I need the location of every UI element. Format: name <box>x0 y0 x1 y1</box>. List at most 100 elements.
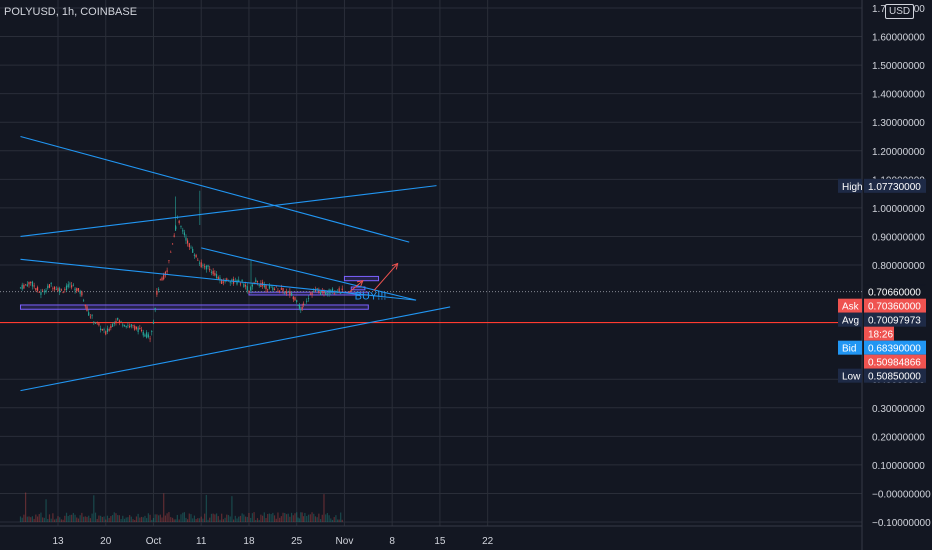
candle-body <box>296 300 298 303</box>
price-label-bg <box>864 312 926 327</box>
time-tick-label: 25 <box>291 536 303 547</box>
volume-bar <box>246 516 248 522</box>
arrow-head <box>356 280 364 287</box>
candle-body <box>146 332 148 338</box>
candle-body <box>81 291 83 296</box>
candle-body <box>151 331 153 333</box>
symbol-title: POLYUSD, 1h, COINBASE <box>4 6 138 18</box>
volume-bar <box>180 514 182 522</box>
volume-bar <box>38 514 40 522</box>
volume-bar <box>25 492 27 522</box>
volume-bar <box>243 514 245 522</box>
candle-body <box>69 283 71 285</box>
candle-body <box>137 327 139 333</box>
price-label-tag: High <box>842 182 863 193</box>
candle-body <box>236 279 238 285</box>
candle-body <box>64 289 66 290</box>
price-tick-label: 0.30000000 <box>872 404 925 415</box>
range-zone <box>343 275 380 282</box>
volume-bar <box>236 518 238 522</box>
volume-bar <box>74 514 76 522</box>
volume-bar <box>35 514 37 522</box>
volume-bar <box>314 516 317 522</box>
price-label-tag-bg <box>838 368 862 383</box>
volume-bar <box>258 519 260 522</box>
candle-body <box>127 325 129 327</box>
currency-button[interactable]: USD <box>885 4 915 19</box>
volume-bar <box>229 516 231 522</box>
candle-body <box>279 290 281 292</box>
candle-body <box>243 283 245 287</box>
volume-bar <box>192 518 194 522</box>
volume-bar <box>30 517 32 522</box>
volume-bar <box>147 513 149 522</box>
candle-body <box>340 293 342 294</box>
candle-body <box>53 286 56 290</box>
candle-body <box>86 306 88 311</box>
candle-body <box>214 273 216 276</box>
candle-body <box>188 243 190 248</box>
volume-bar <box>321 514 323 522</box>
candle-body <box>284 292 286 294</box>
candle-body <box>115 321 117 323</box>
volume-bar <box>113 512 115 522</box>
candle-body <box>244 285 247 287</box>
candle-body <box>55 289 57 290</box>
volume-bar <box>130 516 132 522</box>
volume-bar <box>120 519 122 522</box>
volume-bar <box>341 519 343 522</box>
price-label-bg <box>864 340 926 355</box>
candle-body <box>277 290 279 292</box>
candle-body <box>130 324 132 327</box>
candle-body <box>33 285 35 287</box>
candle-body <box>323 291 325 294</box>
volume-bar <box>42 517 44 522</box>
candle-body <box>132 325 134 327</box>
candle-body <box>300 309 302 311</box>
candle-body <box>205 265 207 270</box>
candle-body <box>110 325 112 329</box>
price-label-tag: Low <box>842 372 861 383</box>
candle-body <box>88 312 90 316</box>
candle-body <box>290 293 293 296</box>
volume-bar <box>212 513 214 522</box>
volume-bar <box>146 518 148 522</box>
price-label-bg <box>864 298 926 313</box>
candle-body <box>163 273 165 280</box>
volume-bar <box>23 514 25 522</box>
volume-bar <box>149 514 151 522</box>
volume-bar <box>72 512 74 522</box>
candle-body <box>28 282 30 285</box>
volume-bar <box>166 513 168 522</box>
candle-body <box>103 329 105 331</box>
volume-bar <box>193 515 195 522</box>
candle-body <box>140 329 143 332</box>
arrow-head <box>391 262 399 270</box>
volume-bar <box>91 513 93 522</box>
candle-body <box>198 262 201 264</box>
candle-body <box>98 323 100 326</box>
volume-bar <box>279 517 281 522</box>
volume-bar <box>234 515 236 522</box>
volume-bar <box>190 514 192 522</box>
candle-body <box>297 305 299 306</box>
candle-body <box>156 290 158 295</box>
time-tick-label: 15 <box>434 536 446 547</box>
candle-body <box>147 334 149 338</box>
volume-bar <box>292 515 294 522</box>
volume-bar <box>300 512 302 522</box>
volume-bar <box>297 517 299 522</box>
volume-bar <box>26 516 28 522</box>
candle-body <box>229 281 231 283</box>
candle-body <box>331 288 334 293</box>
candle-body <box>265 284 267 290</box>
volume-bar <box>140 516 143 522</box>
price-tick-label: 1.50000000 <box>872 61 925 72</box>
candle-body <box>57 288 59 292</box>
candle-body <box>273 288 276 291</box>
candle-body <box>74 288 76 291</box>
price-label: Low 0.50850000 <box>838 368 926 383</box>
volume-bar <box>67 516 69 522</box>
volume-bar <box>79 515 81 522</box>
